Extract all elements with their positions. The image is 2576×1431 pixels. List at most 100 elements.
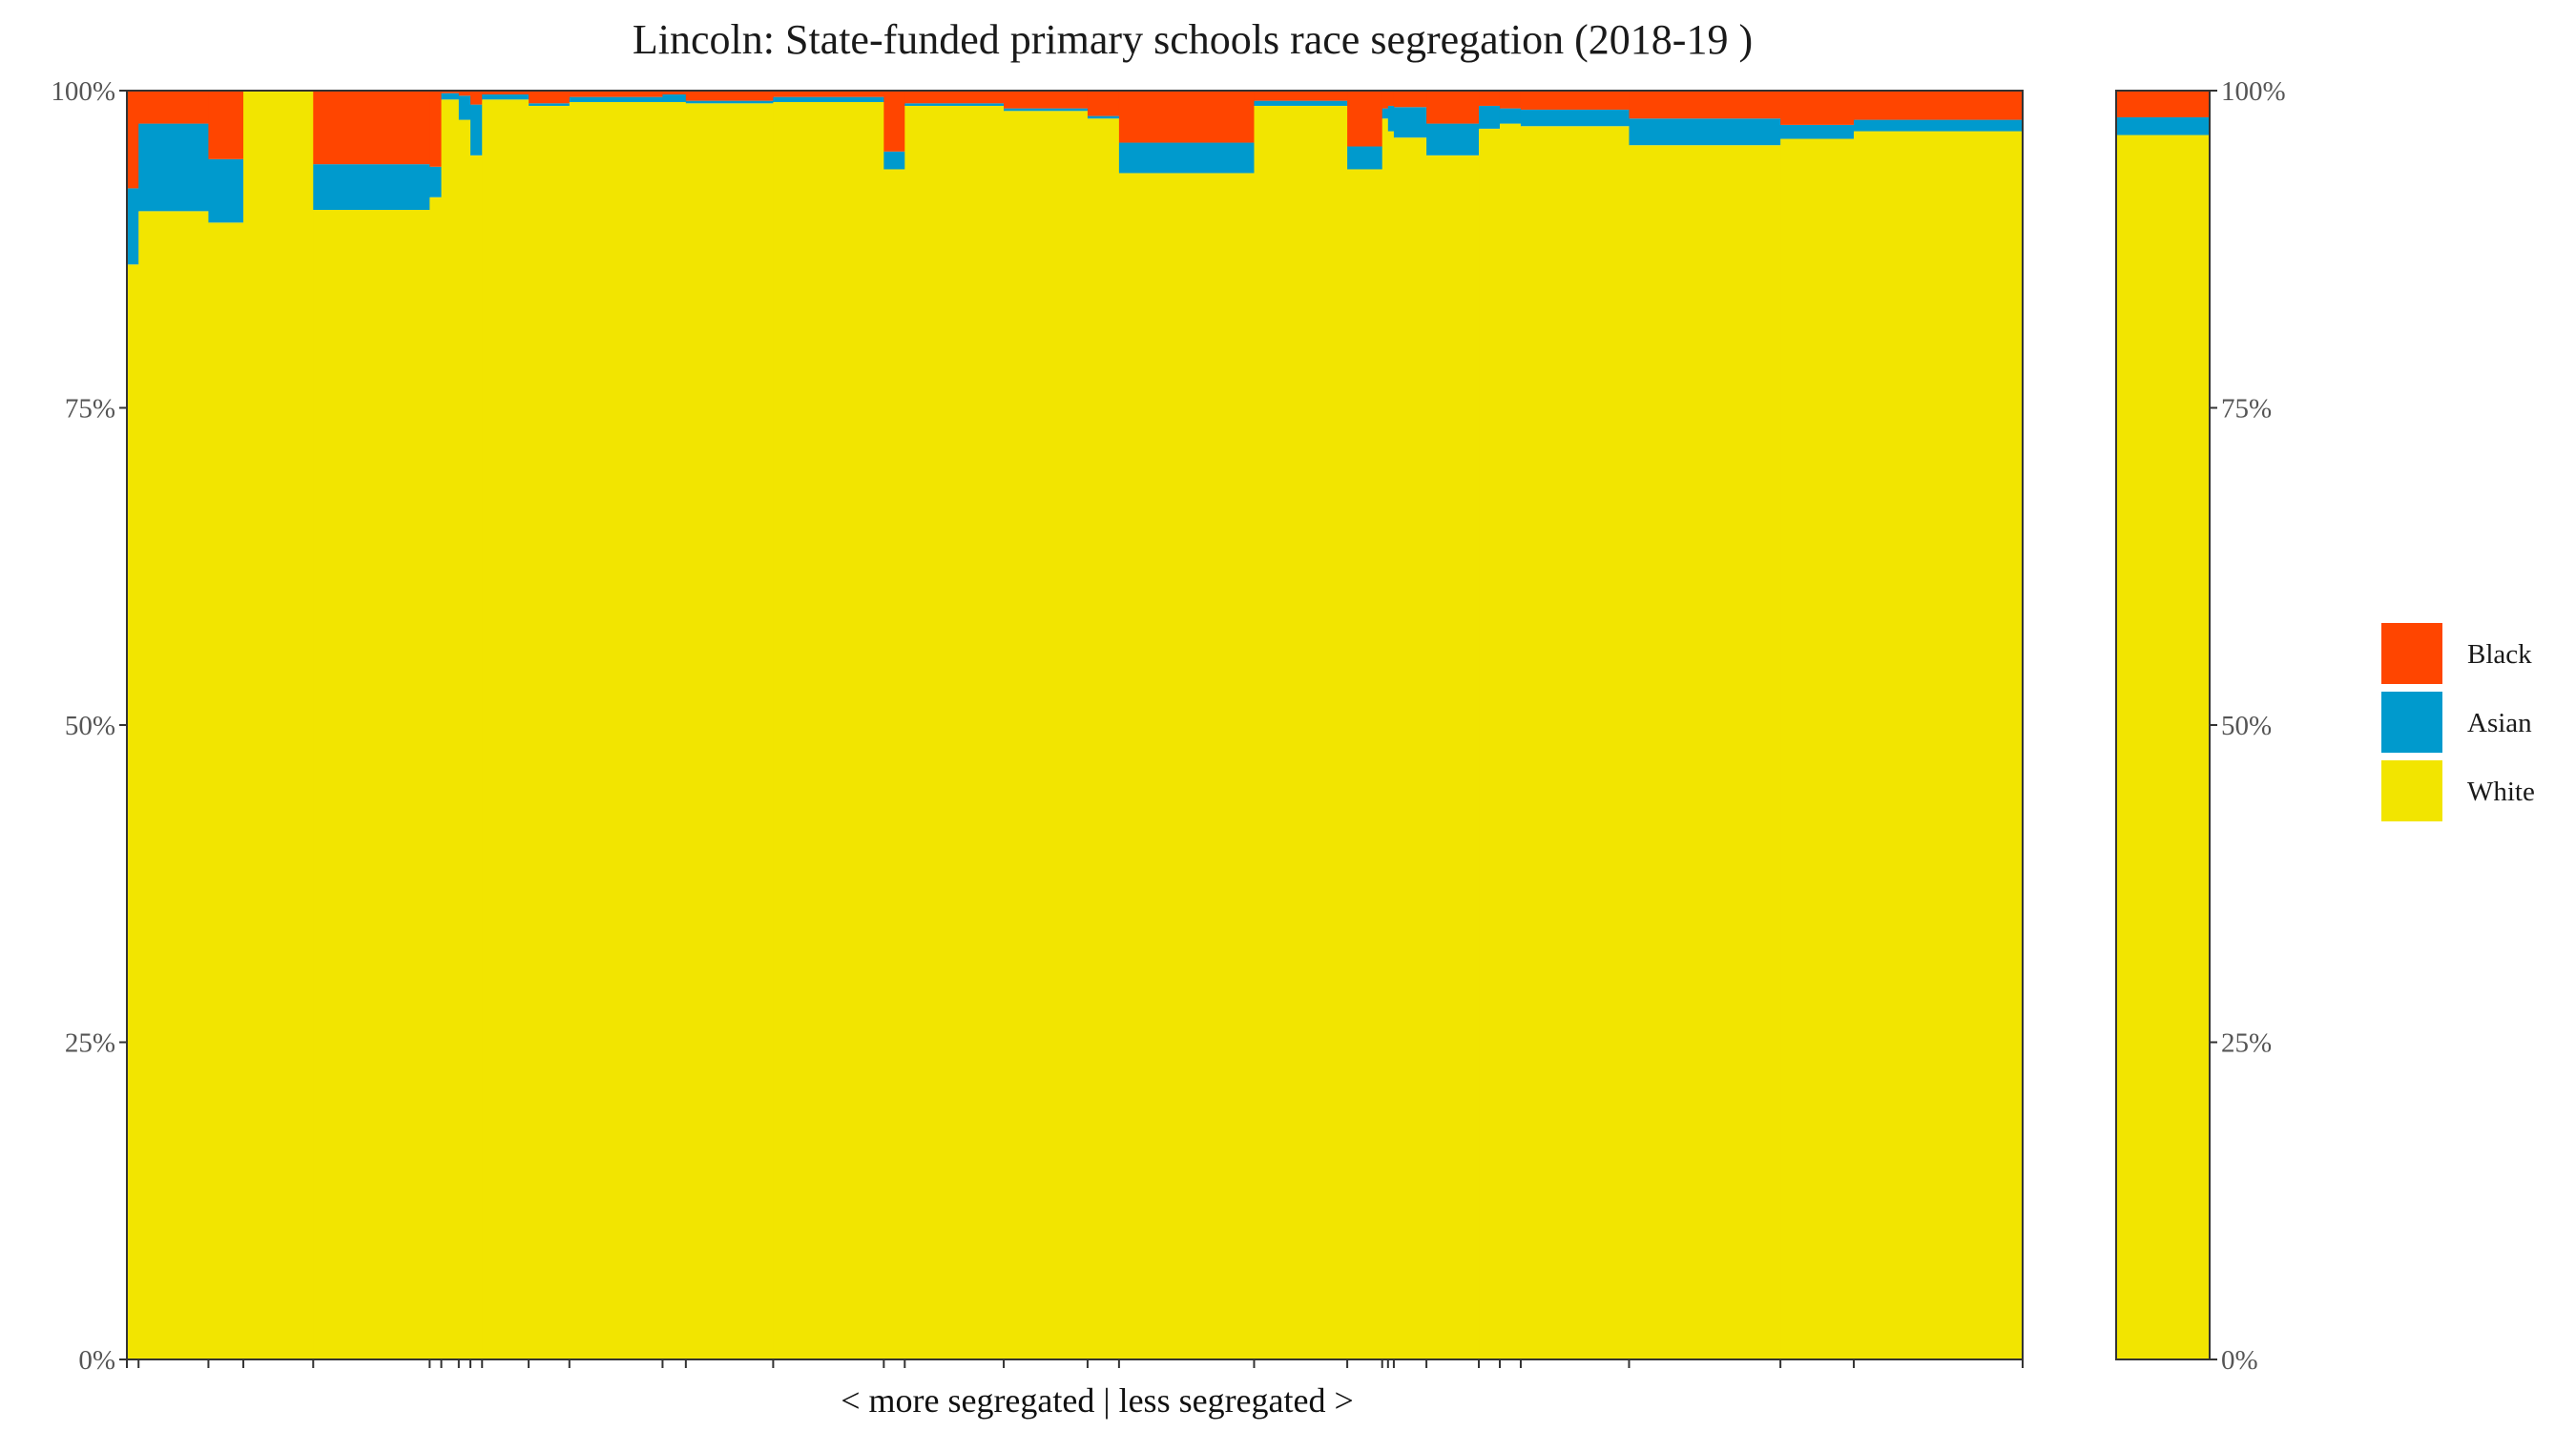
bar-segment-white-29 xyxy=(1520,126,1631,1360)
bar-segment-black-5 xyxy=(313,91,430,165)
bar-segment-white-28 xyxy=(1499,123,1522,1360)
bar-segment-black-11 xyxy=(529,91,571,104)
bar-segment-white-17 xyxy=(904,105,1005,1360)
bar-segment-white-21 xyxy=(1254,105,1348,1360)
bar-segment-asian-24 xyxy=(1387,105,1395,132)
y-axis-left: 0% 25% 50% 75% 100% xyxy=(51,76,127,1376)
bar-segment-white-24 xyxy=(1387,131,1395,1359)
bar-segment-black-9 xyxy=(470,91,483,105)
y-tick-label-left-75: 75% xyxy=(65,394,115,425)
bar-segment-asian-6 xyxy=(429,166,443,197)
bar-segment-white-13 xyxy=(662,101,687,1360)
bar-segment-asian-17 xyxy=(904,103,1005,106)
bar-segment-asian-8 xyxy=(458,95,471,120)
y-tick-label-right-100: 100% xyxy=(2221,76,2286,107)
bar-segment-black-17 xyxy=(904,91,1005,104)
legend-label-black: Black xyxy=(2467,639,2532,670)
x-axis-label: < more segregated | less segregated > xyxy=(841,1381,1354,1420)
bar-segment-black-32 xyxy=(1854,91,2024,120)
bar-segment-white-12 xyxy=(569,101,664,1360)
bar-segment-asian-29 xyxy=(1520,109,1631,127)
bar-segment-asian-28 xyxy=(1499,108,1522,124)
total-segment-white xyxy=(2116,135,2210,1359)
y-tick-label-right-75: 75% xyxy=(2221,394,2272,425)
total-segment-black xyxy=(2116,91,2210,117)
legend-swatch-white xyxy=(2381,760,2442,821)
bar-segment-black-23 xyxy=(1381,91,1389,109)
bar-segment-black-6 xyxy=(429,91,443,167)
y-tick-label-left-0: 0% xyxy=(78,1345,115,1376)
bar-segment-white-22 xyxy=(1347,169,1383,1360)
bar-segment-asian-7 xyxy=(441,93,460,100)
bar-segment-asian-31 xyxy=(1780,124,1855,139)
bar-segment-white-27 xyxy=(1479,128,1501,1359)
bar-segment-asian-14 xyxy=(685,100,774,104)
legend-label-white: White xyxy=(2467,777,2535,807)
bar-segment-black-13 xyxy=(662,91,687,94)
bar-segment-asian-22 xyxy=(1347,146,1383,170)
bar-segment-black-10 xyxy=(482,91,530,94)
bar-segment-white-5 xyxy=(313,210,430,1359)
school-bars xyxy=(127,91,2024,1360)
legend-swatch-asian xyxy=(2381,692,2442,753)
bar-segment-asian-23 xyxy=(1381,108,1389,119)
bar-segment-asian-16 xyxy=(883,151,905,170)
legend: Black Asian White xyxy=(2381,623,2535,821)
bar-segment-black-7 xyxy=(441,91,460,93)
bar-segment-asian-3 xyxy=(208,158,244,223)
bar-segment-white-19 xyxy=(1087,118,1120,1359)
y-tick-label-left-50: 50% xyxy=(65,711,115,741)
bar-segment-asian-15 xyxy=(773,96,884,102)
bar-segment-black-26 xyxy=(1426,91,1480,124)
bar-segment-asian-9 xyxy=(470,104,483,156)
bar-segment-black-25 xyxy=(1393,91,1427,108)
bar-segment-white-18 xyxy=(1004,111,1089,1359)
bar-segment-black-24 xyxy=(1387,91,1395,106)
y-tick-label-right-0: 0% xyxy=(2221,1345,2258,1376)
y-tick-label-right-25: 25% xyxy=(2221,1028,2272,1059)
y-tick-label-left-100: 100% xyxy=(51,76,115,107)
bar-segment-black-2 xyxy=(138,91,210,124)
bar-segment-white-10 xyxy=(482,99,530,1359)
bar-segment-asian-11 xyxy=(529,103,571,106)
y-tick-label-right-50: 50% xyxy=(2221,711,2272,741)
total-bar xyxy=(2116,91,2210,1359)
bar-segment-white-31 xyxy=(1780,138,1855,1359)
bar-segment-asian-12 xyxy=(569,96,664,102)
bar-segment-asian-5 xyxy=(313,164,430,211)
bar-segment-asian-27 xyxy=(1479,105,1501,129)
bar-segment-white-25 xyxy=(1393,137,1427,1360)
bar-segment-black-20 xyxy=(1118,91,1256,143)
bar-segment-black-29 xyxy=(1520,91,1631,110)
bar-segment-white-11 xyxy=(529,105,571,1360)
bar-segment-black-22 xyxy=(1347,91,1383,147)
bar-segment-asian-18 xyxy=(1004,108,1089,112)
bar-segment-black-16 xyxy=(883,91,905,152)
bar-segment-black-8 xyxy=(458,91,471,96)
bar-segment-white-23 xyxy=(1381,118,1389,1359)
bar-segment-asian-25 xyxy=(1393,107,1427,138)
bar-segment-white-14 xyxy=(685,103,774,1359)
y-tick-label-left-25: 25% xyxy=(65,1028,115,1059)
bar-segment-black-19 xyxy=(1087,91,1120,116)
bar-segment-black-28 xyxy=(1499,91,1522,109)
bar-segment-white-3 xyxy=(208,222,244,1359)
bar-segment-white-6 xyxy=(429,197,443,1360)
bar-segment-white-26 xyxy=(1426,155,1480,1360)
bar-segment-asian-21 xyxy=(1254,100,1348,106)
bar-segment-black-12 xyxy=(569,91,664,97)
bar-segment-black-27 xyxy=(1479,91,1501,106)
bar-segment-white-2 xyxy=(138,211,210,1360)
bar-segment-white-4 xyxy=(243,91,314,1359)
chart-title: Lincoln: State-funded primary schools ra… xyxy=(633,16,1753,63)
bar-segment-asian-13 xyxy=(662,93,687,102)
bar-segment-black-18 xyxy=(1004,91,1089,109)
bar-segment-black-31 xyxy=(1780,91,1855,125)
bar-segment-white-16 xyxy=(883,169,905,1360)
total-segment-asian xyxy=(2116,116,2210,135)
bar-segment-black-3 xyxy=(208,91,244,159)
bar-segment-white-32 xyxy=(1854,131,2024,1359)
bar-segment-asian-32 xyxy=(1854,119,2024,132)
bar-segment-asian-10 xyxy=(482,93,530,100)
bar-segment-white-9 xyxy=(470,155,483,1360)
